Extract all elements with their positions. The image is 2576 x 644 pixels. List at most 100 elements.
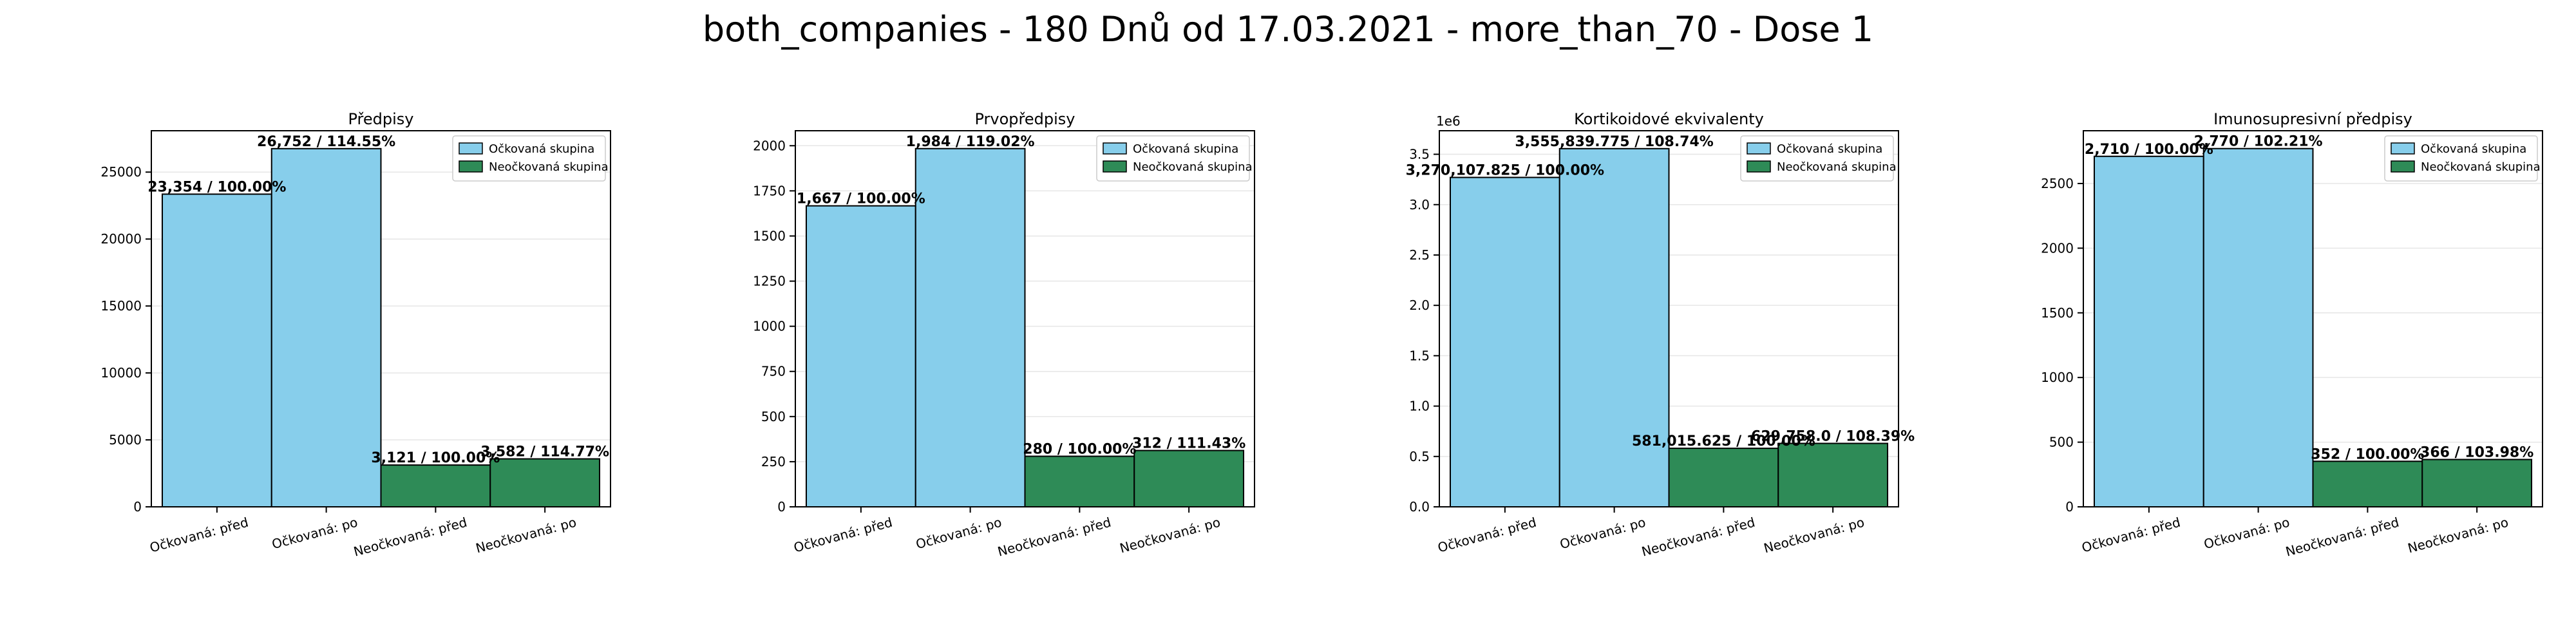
y-tick-label: 1.5 — [1409, 348, 1430, 363]
chart-prvopredpisy: 0 250 500 750 1000 1250 1500 1750 2000 Očkovaná: … — [753, 110, 1255, 560]
y-tick-label: 1000 — [753, 319, 786, 334]
axes-frame — [2083, 130, 2543, 507]
subplot-1: 0 5000 10000 15000 20000 25000 Očkovaná: před O… — [0, 97, 644, 589]
bar — [161, 193, 272, 507]
data-label: 2,770 / 102.21% — [2194, 134, 2323, 150]
chart-kortikoidove-ekvivalenty: 0.0 0.5 1.0 1.5 2.0 2.5 3.0 3.5 1e6 Očkovaná: pře… — [1406, 110, 1915, 560]
y-tick-label: 0 — [133, 499, 142, 515]
legend-label: Očkovaná skupina — [1133, 142, 1238, 156]
bar — [2312, 460, 2423, 508]
bar — [2093, 155, 2204, 507]
legend: Očkovaná skupina Neočkovaná skupina — [452, 135, 609, 182]
data-label: 2,710 / 100.00% — [2085, 142, 2213, 158]
y-tick-label: 1750 — [753, 183, 786, 198]
chart-imunosupresivni-predpisy: 0 500 1000 1500 2000 2500 Očkovaná: před Očkova… — [2041, 110, 2543, 560]
chart-title: Kortikoidové ekvivalenty — [1574, 110, 1764, 128]
y-tick-label: 3.5 — [1409, 147, 1430, 162]
y-tick-label: 2.5 — [1409, 247, 1430, 263]
legend-swatch — [1103, 160, 1127, 173]
bar — [380, 464, 491, 507]
y-tick-label: 2500 — [2041, 176, 2074, 191]
bar — [489, 458, 601, 508]
legend-swatch — [2391, 142, 2415, 155]
axis-offset-text: 1e6 — [1436, 113, 1461, 129]
data-label: 366 / 103.98% — [2420, 444, 2533, 460]
data-label: 3,270,107.825 / 100.00% — [1406, 163, 1604, 179]
y-tick-label: 0 — [2065, 499, 2074, 515]
x-tick-label: Očkovaná: po — [1558, 515, 1647, 553]
chart-predpisy: 0 5000 10000 15000 20000 25000 Očkovaná: před O… — [100, 110, 611, 560]
y-tick-label: 2000 — [753, 138, 786, 153]
y-tick-label: 1.0 — [1409, 399, 1430, 414]
legend-label: Očkovaná skupina — [1777, 142, 1882, 156]
legend-frame — [1740, 135, 1894, 182]
subplot-4: 0 500 1000 1500 2000 2500 Očkovaná: před Očkova… — [1932, 97, 2576, 589]
x-tick-label: Neočkovaná: před — [1640, 515, 1756, 560]
legend-label: Neočkovaná skupina — [2421, 160, 2541, 174]
x-tick-label: Očkovaná: před — [792, 515, 894, 556]
legend-label: Očkovaná skupina — [2421, 142, 2526, 156]
x-tick-label: Neočkovaná: po — [1762, 515, 1866, 556]
legend-label: Neočkovaná skupina — [1133, 160, 1253, 174]
y-tick-label: 250 — [761, 454, 786, 469]
chart-title: Předpisy — [348, 110, 414, 128]
x-tick-label: Očkovaná: po — [270, 515, 359, 553]
y-tick-label: 0.5 — [1409, 449, 1430, 464]
legend: Očkovaná skupina Neočkovaná skupina — [1740, 135, 1897, 182]
y-tick-label: 500 — [761, 409, 786, 424]
chart-title: Prvopředpisy — [975, 110, 1075, 128]
axes-frame — [1439, 130, 1899, 507]
x-tick-label: Neočkovaná: před — [2284, 515, 2400, 560]
bar — [914, 147, 1026, 508]
data-label: 3,121 / 100.00% — [371, 450, 500, 466]
legend-swatch — [1747, 160, 1771, 173]
data-label: 3,582 / 114.77% — [480, 444, 609, 460]
subplot-3: 0.0 0.5 1.0 1.5 2.0 2.5 3.0 3.5 1e6 Očkovaná: pře… — [1288, 97, 1932, 589]
data-label: 352 / 100.00% — [2311, 446, 2424, 462]
legend-frame — [452, 135, 606, 182]
legend-frame — [2384, 135, 2538, 182]
y-tick-label: 2.0 — [1409, 298, 1430, 313]
y-tick-label: 0 — [777, 499, 786, 515]
bar — [2202, 147, 2314, 508]
y-tick-label: 1000 — [2041, 370, 2074, 385]
data-label: 3,555,839.775 / 108.74% — [1515, 134, 1713, 150]
data-label: 629,758.0 / 108.39% — [1751, 428, 1915, 444]
bar — [1449, 176, 1560, 507]
x-tick-label: Neočkovaná: po — [474, 515, 578, 556]
legend-swatch — [1103, 142, 1127, 155]
bar — [1777, 442, 1889, 507]
y-tick-label: 5000 — [109, 432, 142, 448]
legend-label: Neočkovaná skupina — [1777, 160, 1897, 174]
x-tick-label: Očkovaná: před — [148, 515, 250, 556]
y-tick-label: 10000 — [100, 365, 142, 381]
y-tick-label: 2000 — [2041, 240, 2074, 256]
data-label: 1,667 / 100.00% — [797, 191, 925, 207]
figure-title: both_companies - 180 Dnů od 17.03.2021 -… — [702, 9, 1874, 50]
data-label: 312 / 111.43% — [1132, 436, 1245, 452]
y-tick-label: 15000 — [100, 298, 142, 314]
axes-frame — [795, 130, 1255, 507]
x-tick-label: Neočkovaná: po — [1118, 515, 1222, 556]
y-tick-label: 20000 — [100, 231, 142, 247]
data-label: 581,015.625 / 100.00% — [1632, 433, 1815, 450]
legend-label: Očkovaná skupina — [489, 142, 594, 156]
bar — [270, 147, 382, 507]
data-label: 1,984 / 119.02% — [906, 134, 1035, 150]
x-tick-label: Neočkovaná: po — [2406, 515, 2510, 556]
data-label: 280 / 100.00% — [1023, 441, 1136, 457]
chart-title: Imunosupresivní předpisy — [2213, 110, 2412, 128]
y-tick-label: 500 — [2049, 435, 2074, 450]
x-tick-label: Očkovaná: před — [1436, 515, 1538, 556]
y-tick-label: 1500 — [753, 228, 786, 243]
bar — [2421, 459, 2533, 507]
legend-swatch — [459, 160, 483, 173]
x-tick-label: Očkovaná: před — [2080, 515, 2182, 556]
legend: Očkovaná skupina Neočkovaná skupina — [1096, 135, 1253, 182]
y-tick-label: 1250 — [753, 274, 786, 289]
bar — [1668, 448, 1779, 507]
legend-label: Neočkovaná skupina — [489, 160, 609, 174]
y-tick-label: 1500 — [2041, 305, 2074, 321]
x-tick-label: Neočkovaná: před — [996, 515, 1112, 560]
data-label: 26,752 / 114.55% — [257, 134, 395, 150]
